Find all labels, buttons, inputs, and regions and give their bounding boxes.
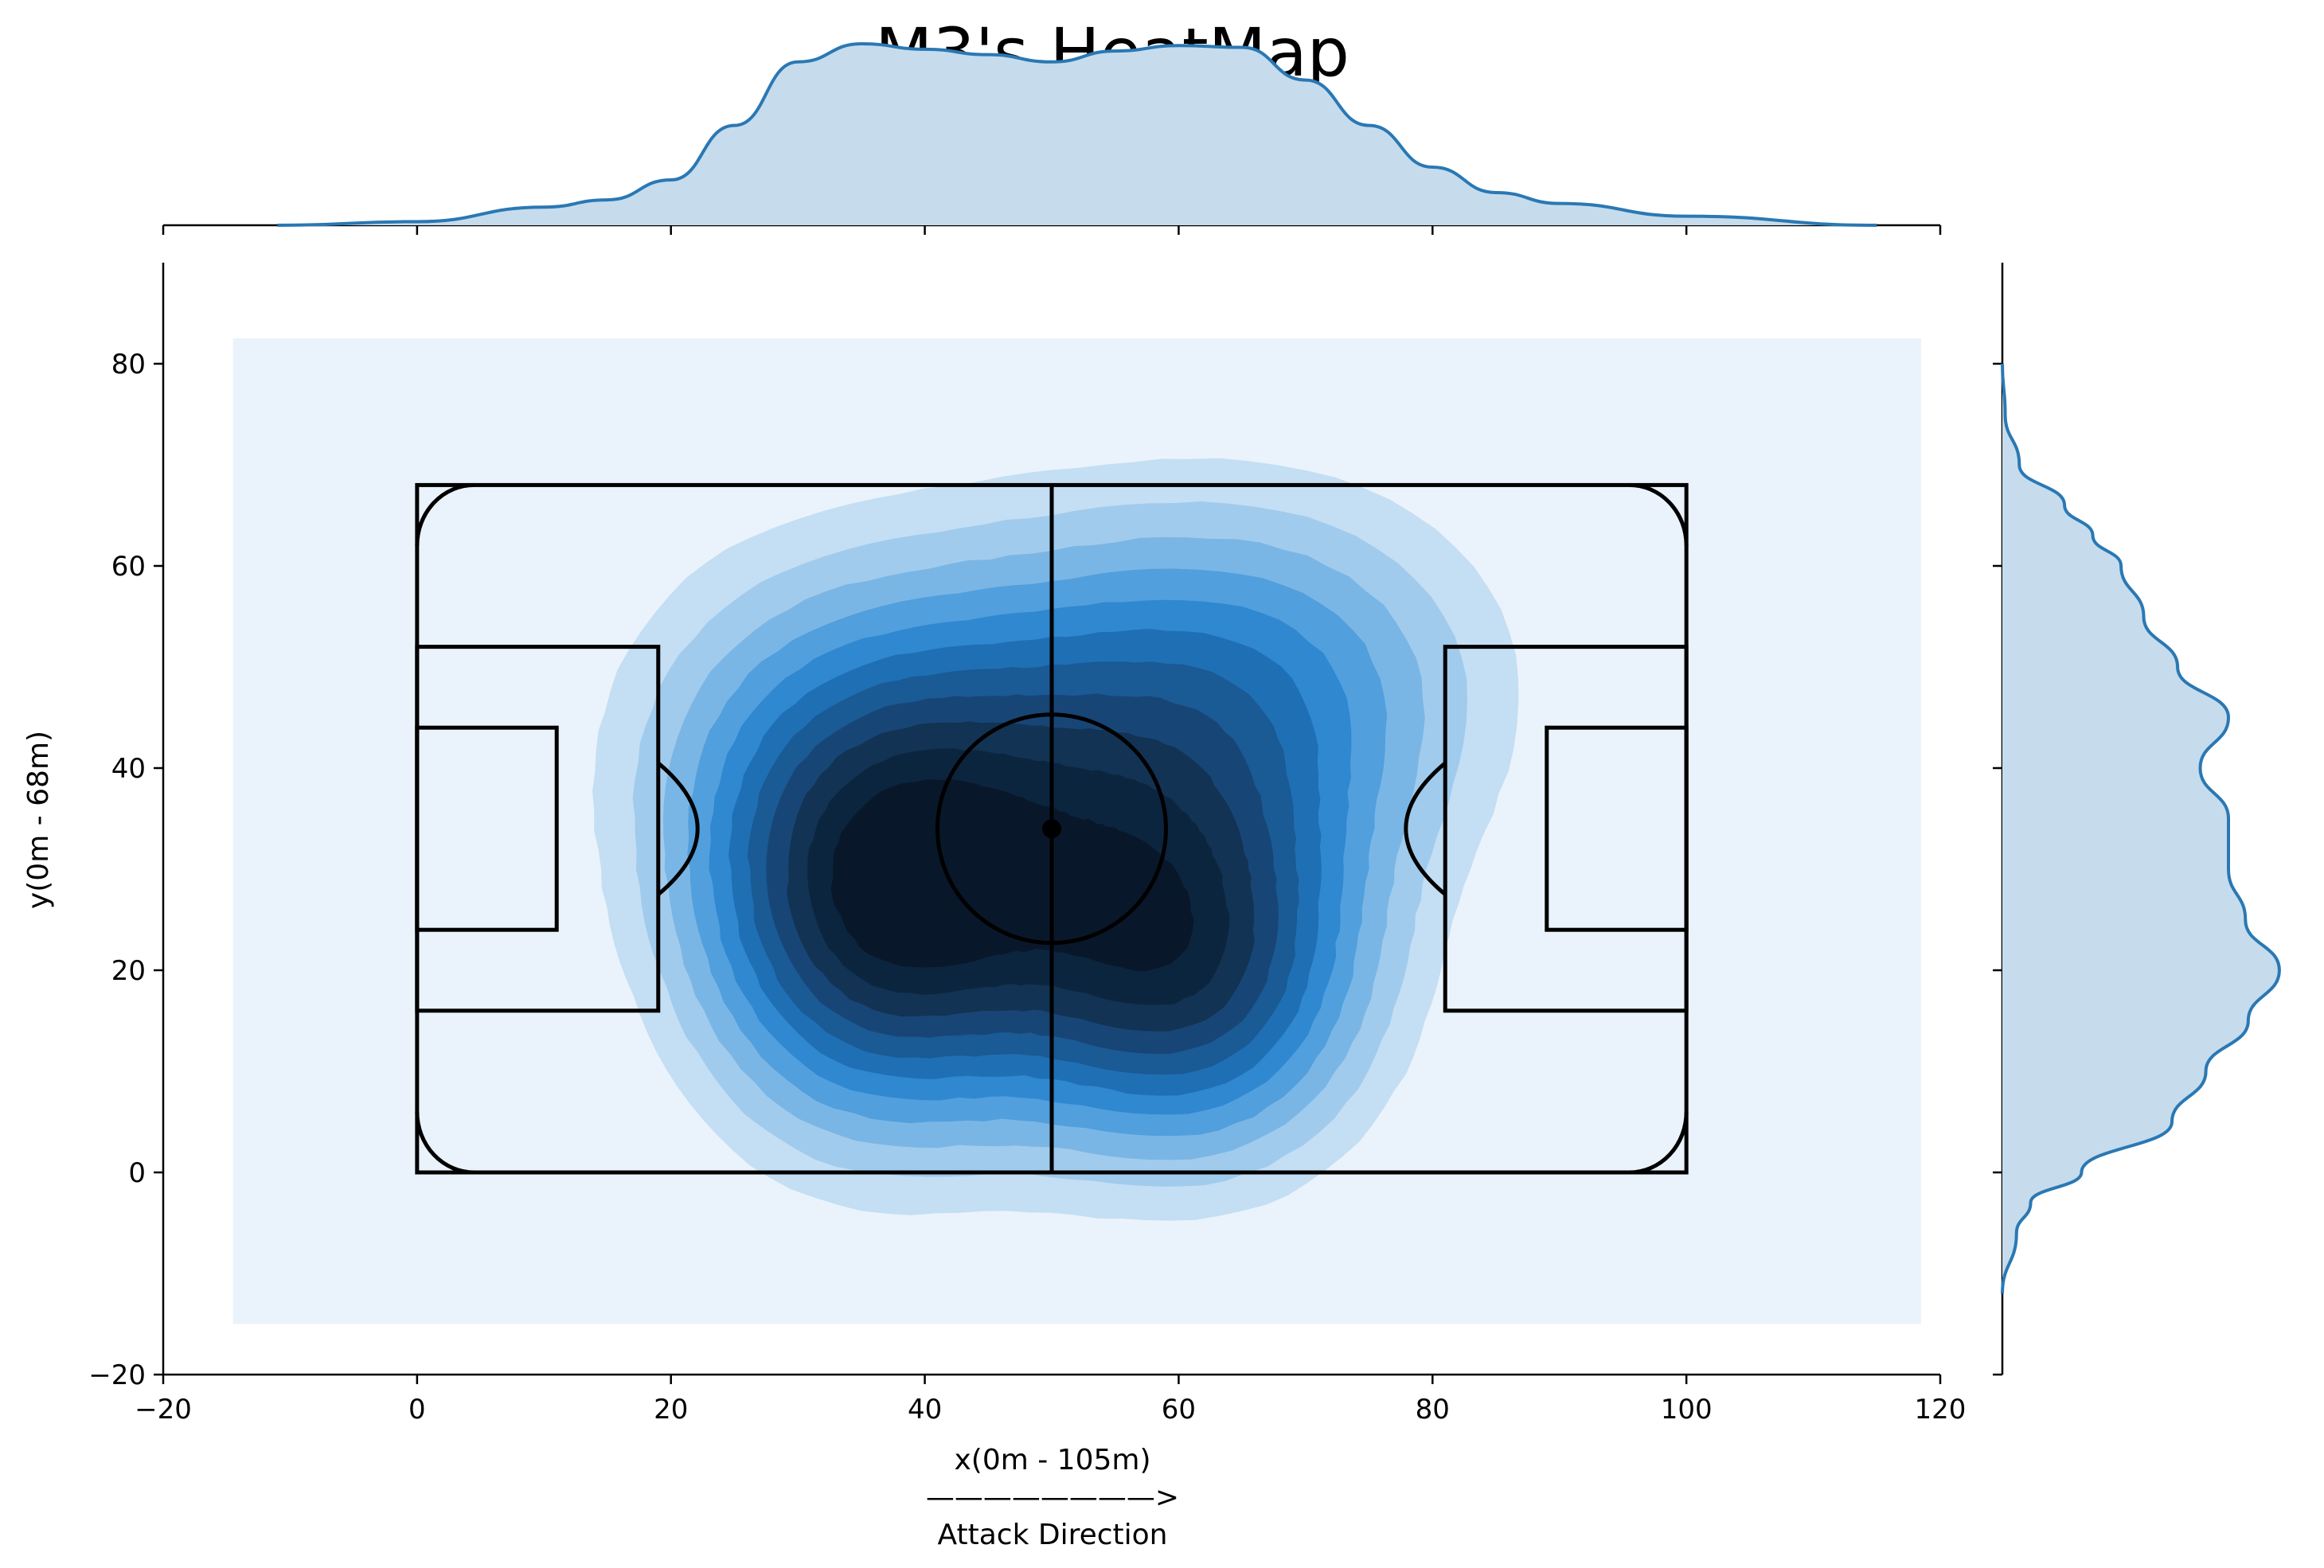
y-tick-label: 20 xyxy=(111,955,146,987)
corner-arc-bottom-left xyxy=(415,1111,475,1175)
right-six-yard-box xyxy=(1545,725,1689,932)
x-tick-label: 0 xyxy=(408,1394,426,1426)
axes: −20 0 20 40 60 80 100 120 −20 0 20 40 60 80 xyxy=(88,263,1966,1426)
x-marginal-fill xyxy=(277,44,1877,225)
kde-contours xyxy=(232,338,1922,1324)
y-tick-label: 40 xyxy=(111,753,146,785)
x-marginal-density xyxy=(162,41,1942,235)
left-penalty-arc xyxy=(657,761,700,896)
corner-arc-top-left xyxy=(415,482,475,546)
football-pitch xyxy=(415,482,1689,1175)
y-tick-label: 60 xyxy=(111,551,146,583)
center-spot xyxy=(1042,819,1061,839)
corner-arc-top-right xyxy=(1629,482,1689,546)
main-plot-area xyxy=(232,338,1922,1324)
right-penalty-arc xyxy=(1404,761,1447,896)
y-axis-label: y(0m - 68m) xyxy=(22,731,55,909)
x-axis-arrow: ————————> xyxy=(926,1481,1179,1514)
x-tick-label: 120 xyxy=(1915,1394,1967,1426)
x-tick-label: 60 xyxy=(1162,1394,1196,1426)
center-circle xyxy=(935,712,1168,946)
y-tick-label: 80 xyxy=(111,349,146,380)
x-tick-label: 80 xyxy=(1416,1394,1450,1426)
left-six-yard-box xyxy=(415,725,559,932)
x-axis-label: x(0m - 105m) xyxy=(954,1444,1150,1476)
x-tick-label: 20 xyxy=(654,1394,688,1426)
y-marginal-density xyxy=(1993,263,2281,1376)
y-marginal-fill xyxy=(2002,364,2279,1294)
x-marginal-line xyxy=(277,41,1877,227)
kde-level-11 xyxy=(830,778,1194,972)
y-tick-label: 0 xyxy=(128,1157,146,1189)
x-tick-label: 100 xyxy=(1661,1394,1713,1426)
x-tick-label: −20 xyxy=(135,1394,192,1426)
attack-direction-label: Attack Direction xyxy=(937,1519,1167,1551)
corner-arc-bottom-right xyxy=(1629,1111,1689,1175)
y-tick-label: −20 xyxy=(88,1359,146,1391)
x-tick-label: 40 xyxy=(908,1394,942,1426)
y-marginal-line xyxy=(2001,363,2281,1294)
